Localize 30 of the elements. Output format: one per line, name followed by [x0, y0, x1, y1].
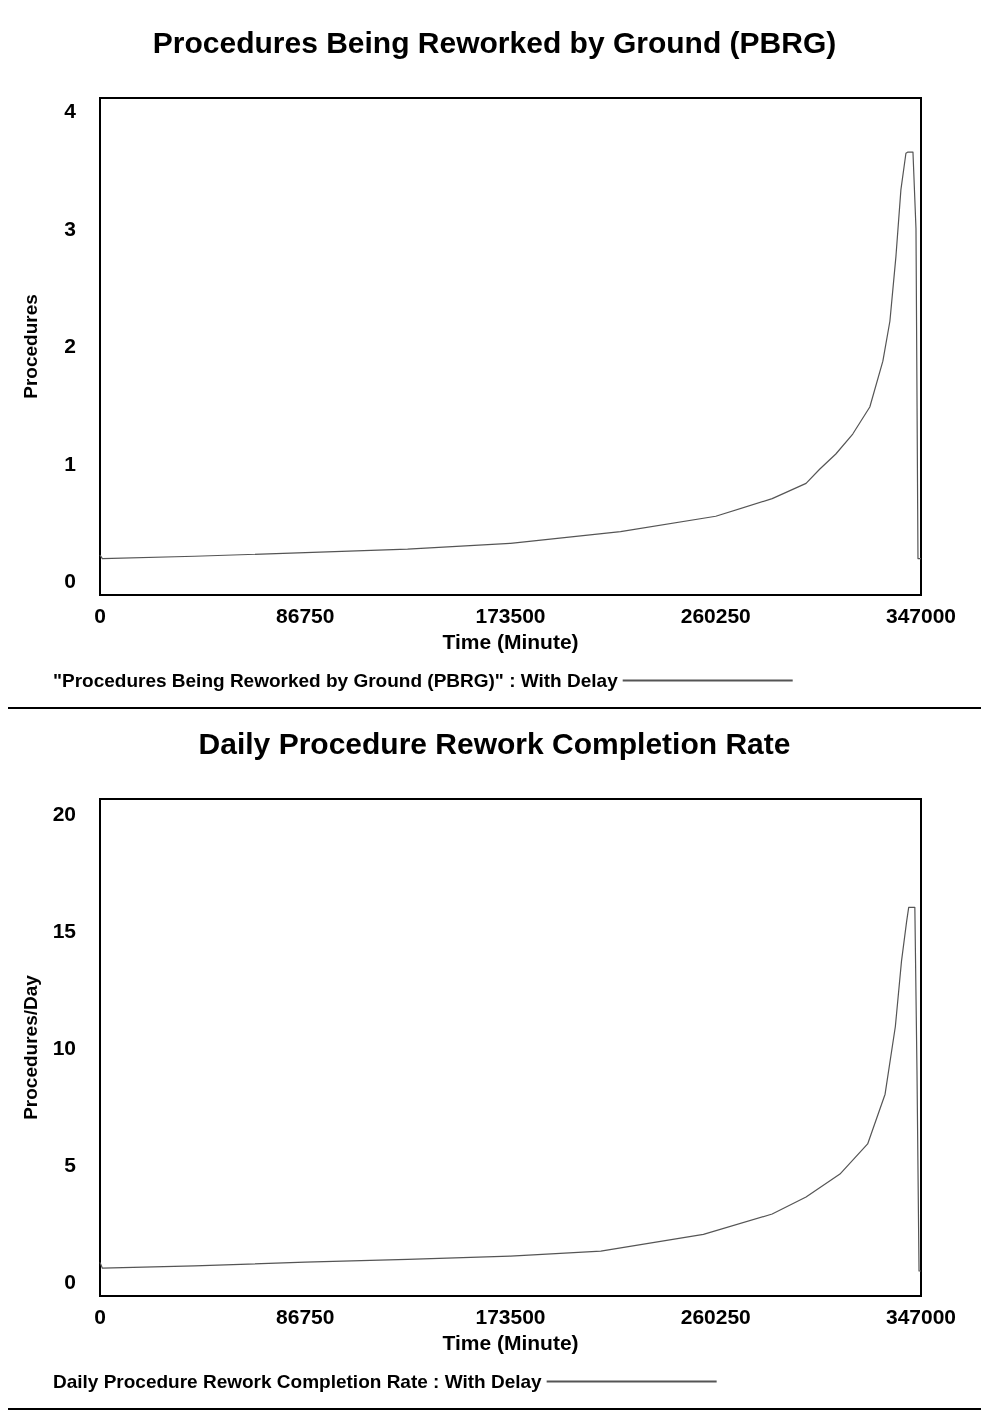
- y-tick-label: 1: [64, 451, 77, 475]
- y-axis-title: Procedures: [20, 294, 41, 399]
- x-tick-label: 0: [94, 604, 106, 627]
- line-series: [99, 151, 922, 560]
- y-tick-label: 20: [52, 802, 76, 826]
- x-tick-label: 173500: [475, 1305, 546, 1328]
- y-tick-label: 10: [52, 1036, 76, 1059]
- x-tick-label: 86750: [276, 1305, 335, 1328]
- y-tick-label: 2: [64, 334, 76, 358]
- x-tick-label: 86750: [276, 604, 335, 627]
- x-tick-label: 260250: [680, 1305, 751, 1328]
- y-tick-label: 15: [52, 919, 77, 943]
- x-tick-label: 260250: [680, 604, 751, 627]
- x-axis-title: Time (Minute): [442, 629, 579, 653]
- y-tick-label: 0: [64, 1269, 76, 1293]
- line-series: [99, 906, 922, 1272]
- text: Daily Procedure Rework Completion Rate : With Delay: [53, 1371, 543, 1392]
- y-tick-label: 4: [64, 99, 77, 123]
- y-tick-label: 3: [64, 216, 76, 240]
- x-tick-label: 173500: [475, 604, 546, 627]
- y-tick-label: 0: [64, 569, 76, 593]
- chart-title: Daily Procedure Rework Completion Rate: [198, 726, 791, 760]
- y-axis-title: Procedures/Day: [20, 974, 41, 1120]
- text: "Procedures Being Reworked by Ground (PBRG)" : With Delay: [53, 670, 619, 691]
- x-tick-label: 0: [94, 1305, 106, 1328]
- chart-title: Procedures Being Reworked by Ground (PBRG): [152, 25, 837, 59]
- x-tick-label: 347000: [885, 1305, 957, 1328]
- y-tick-label: 5: [64, 1152, 77, 1176]
- x-axis-title: Time (Minute): [442, 1330, 579, 1354]
- x-tick-label: 347000: [885, 604, 957, 627]
